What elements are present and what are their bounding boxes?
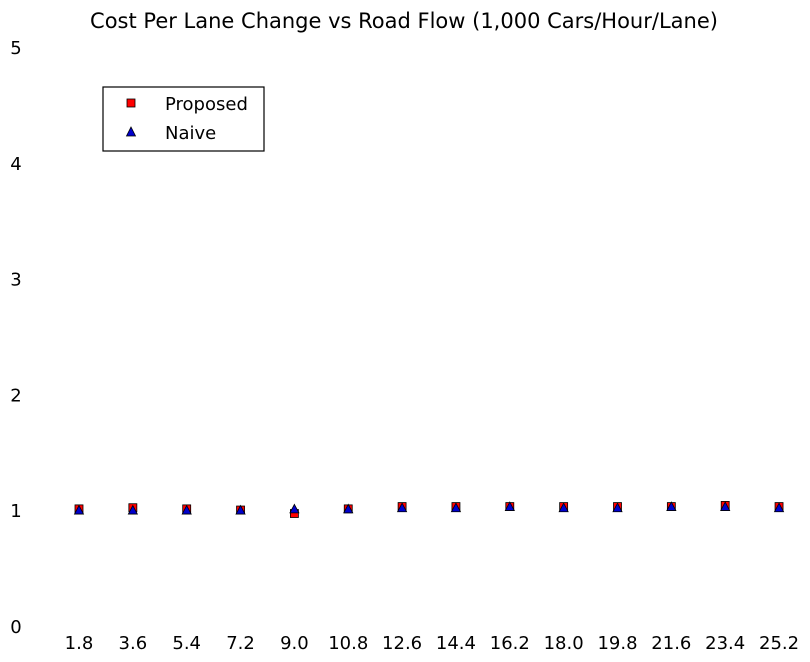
y-tick-label: 3	[10, 270, 21, 291]
legend: Proposed Naive	[102, 86, 265, 152]
data-points	[73, 501, 785, 518]
point-naive-0	[73, 504, 85, 515]
x-tick-label: 7.2	[226, 633, 255, 654]
point-naive-10	[612, 502, 623, 513]
y-tick-label: 1	[10, 501, 21, 522]
x-tick-label: 21.6	[651, 633, 691, 654]
legend-marker-proposed	[126, 98, 136, 108]
point-naive-1	[127, 504, 139, 515]
legend-box	[102, 86, 265, 152]
x-tick-label: 25.2	[759, 633, 799, 654]
point-naive-9	[558, 502, 569, 513]
legend-label-naive: Naive	[165, 123, 216, 144]
y-tick-label: 0	[10, 617, 21, 638]
point-naive-8	[504, 501, 515, 511]
x-tick-label: 3.6	[119, 633, 148, 654]
point-naive-12	[720, 501, 731, 511]
x-tick-label: 14.4	[436, 633, 476, 654]
x-tick-label: 1.8	[65, 633, 94, 654]
legend-marker-naive	[125, 126, 137, 137]
x-tick-label: 18.0	[544, 633, 584, 654]
x-tick-label: 16.2	[490, 633, 530, 654]
y-tick-label: 2	[10, 385, 21, 406]
point-naive-5	[343, 503, 354, 514]
x-tick-label: 12.6	[382, 633, 422, 654]
y-axis-ticks: 0 1 2 3 4 5	[10, 38, 21, 638]
chart-title: Cost Per Lane Change vs Road Flow (1,000…	[90, 9, 718, 33]
x-tick-label: 10.8	[328, 633, 368, 654]
x-tick-label: 5.4	[172, 633, 201, 654]
point-naive-7	[450, 502, 462, 513]
point-naive-2	[181, 504, 192, 515]
y-tick-label: 5	[10, 38, 21, 59]
y-tick-label: 4	[10, 154, 21, 175]
point-naive-3	[235, 504, 246, 515]
x-tick-label: 23.4	[705, 633, 745, 654]
point-naive-13	[773, 502, 785, 513]
x-axis-ticks: 1.8 3.6 5.4 7.2 9.0 10.8 12.6 14.4 16.2 18.0 19.8 2…	[65, 633, 799, 654]
x-tick-label: 9.0	[280, 633, 309, 654]
x-tick-label: 19.8	[597, 633, 637, 654]
legend-label-proposed: Proposed	[165, 94, 248, 115]
point-naive-4	[289, 503, 300, 514]
point-naive-6	[396, 502, 408, 513]
point-naive-11	[666, 501, 677, 511]
